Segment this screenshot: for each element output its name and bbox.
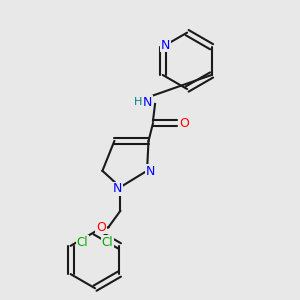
Text: O: O	[179, 117, 189, 130]
Text: O: O	[96, 221, 106, 234]
Text: N: N	[112, 182, 122, 195]
Text: N: N	[143, 96, 153, 109]
Text: Cl: Cl	[102, 236, 113, 249]
Text: H: H	[134, 98, 142, 107]
Text: N: N	[146, 165, 155, 178]
Text: Cl: Cl	[76, 236, 88, 249]
Text: N: N	[161, 39, 170, 52]
